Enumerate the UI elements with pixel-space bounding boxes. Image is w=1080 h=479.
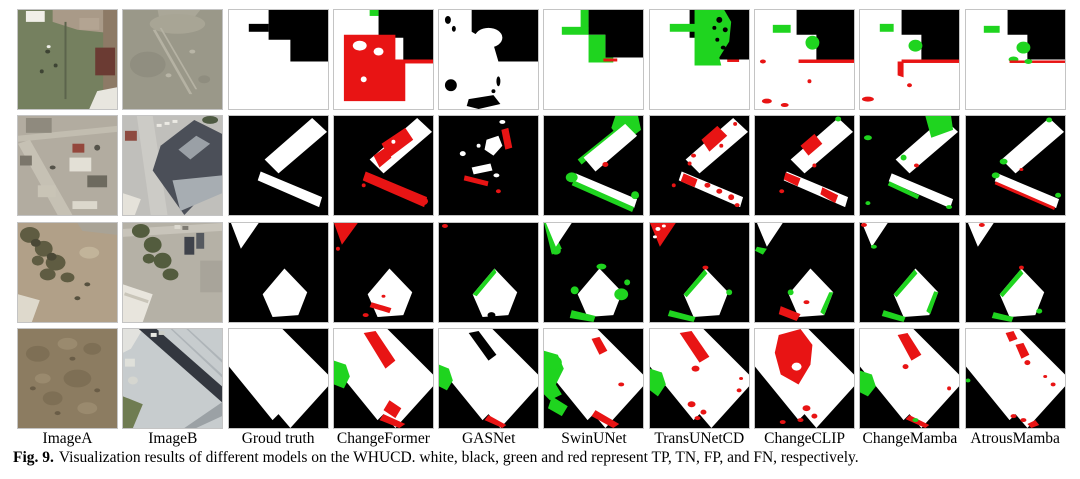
cell-r4-transunetcd (648, 328, 750, 430)
cell-image (649, 222, 749, 322)
cell-r2-changeclip (754, 115, 856, 217)
cell-image (439, 10, 539, 109)
column-label-gasnet: GASNet (461, 430, 516, 447)
cell-image (965, 222, 1065, 322)
cell-r2-swinunet (543, 115, 645, 217)
cell-r3-swinunet (543, 221, 645, 323)
cell-r1-changemamba (859, 9, 961, 110)
cell-r3-changeclip (754, 221, 856, 323)
cell-r1-imagea (17, 9, 118, 110)
cell-r4-gasnet (438, 328, 540, 430)
cell-image (123, 222, 223, 322)
cell-image (228, 222, 328, 322)
cell-image (123, 10, 223, 109)
cell-image (228, 329, 328, 429)
cell-r3-imagea (17, 221, 118, 323)
cell-image (18, 116, 117, 216)
cell-r4-swinunet (543, 328, 645, 430)
cell-image (439, 329, 539, 429)
figure-caption-label: Fig. 9. (13, 449, 54, 466)
cell-image (649, 10, 749, 109)
cell-r3-changeformer (332, 221, 434, 323)
cell-image (755, 116, 855, 216)
cell-r1-changeclip (754, 9, 856, 110)
cell-image (439, 222, 539, 322)
column-label-groud-truth: Groud truth (241, 430, 315, 447)
cell-r2-groud-truth (227, 115, 329, 217)
cell-r1-atrousmamba (964, 9, 1066, 110)
cell-image (860, 222, 960, 322)
cell-image (333, 116, 433, 216)
column-label-changeclip: ChangeCLIP (764, 430, 846, 447)
cell-image (544, 222, 644, 322)
cell-image (333, 329, 433, 429)
cell-image (18, 329, 117, 429)
cell-r4-groud-truth (227, 328, 329, 430)
cell-r4-changeclip (754, 328, 856, 430)
cell-r2-imagea (17, 115, 118, 217)
cell-r1-imageb (122, 9, 224, 110)
cell-r2-imageb (122, 115, 224, 217)
cell-image (123, 116, 223, 216)
cell-image (649, 329, 749, 429)
cell-image (18, 10, 117, 109)
cell-r4-changeformer (332, 328, 434, 430)
cell-image (333, 10, 433, 109)
cell-r3-imageb (122, 221, 224, 323)
cell-image (228, 116, 328, 216)
cell-image (965, 116, 1065, 216)
cell-image (123, 329, 223, 429)
cell-image (649, 116, 749, 216)
cell-r3-groud-truth (227, 221, 329, 323)
cell-image (965, 329, 1065, 429)
cell-image (965, 10, 1065, 109)
cell-image (860, 10, 960, 109)
column-label-imagea: ImageA (42, 430, 93, 447)
cell-r1-transunetcd (648, 9, 750, 110)
cell-r2-changeformer (332, 115, 434, 217)
cell-r1-swinunet (543, 9, 645, 110)
figure-caption: Fig. 9. Visualization results of differen… (13, 449, 859, 467)
cell-r1-groud-truth (227, 9, 329, 110)
cell-image (755, 10, 855, 109)
cell-r4-imagea (17, 328, 118, 430)
cell-image (860, 329, 960, 429)
cell-r4-atrousmamba (964, 328, 1066, 430)
column-labels: ImageA ImageB Groud truth ChangeFormer GASNe… (17, 430, 1066, 448)
cell-r4-changemamba (859, 328, 961, 430)
cell-image (544, 116, 644, 216)
cell-image (755, 222, 855, 322)
cell-image (544, 10, 644, 109)
cell-r2-changemamba (859, 115, 961, 217)
cell-image (228, 10, 328, 109)
cell-r3-gasnet (438, 221, 540, 323)
cell-image (333, 222, 433, 322)
column-label-swinunet: SwinUNet (561, 430, 627, 447)
column-label-transunetcd: TransUNetCD (654, 430, 745, 447)
cell-image (544, 329, 644, 429)
column-label-atrousmamba: AtrousMamba (970, 430, 1060, 447)
column-label-changeformer: ChangeFormer (336, 430, 430, 447)
cell-r1-gasnet (438, 9, 540, 110)
cell-r4-imageb (122, 328, 224, 430)
cell-r2-transunetcd (648, 115, 750, 217)
cell-r2-gasnet (438, 115, 540, 217)
cell-image (860, 116, 960, 216)
cell-image (439, 116, 539, 216)
results-grid (17, 9, 1066, 430)
cell-r3-changemamba (859, 221, 961, 323)
cell-r3-transunetcd (648, 221, 750, 323)
cell-r1-changeformer (332, 9, 434, 110)
column-label-changemamba: ChangeMamba (862, 430, 958, 447)
figure-caption-text: Visualization results of different model… (58, 449, 859, 466)
cell-r2-atrousmamba (964, 115, 1066, 217)
cell-image (18, 222, 117, 322)
column-label-imageb: ImageB (148, 430, 198, 447)
cell-image (755, 329, 855, 429)
cell-r3-atrousmamba (964, 221, 1066, 323)
